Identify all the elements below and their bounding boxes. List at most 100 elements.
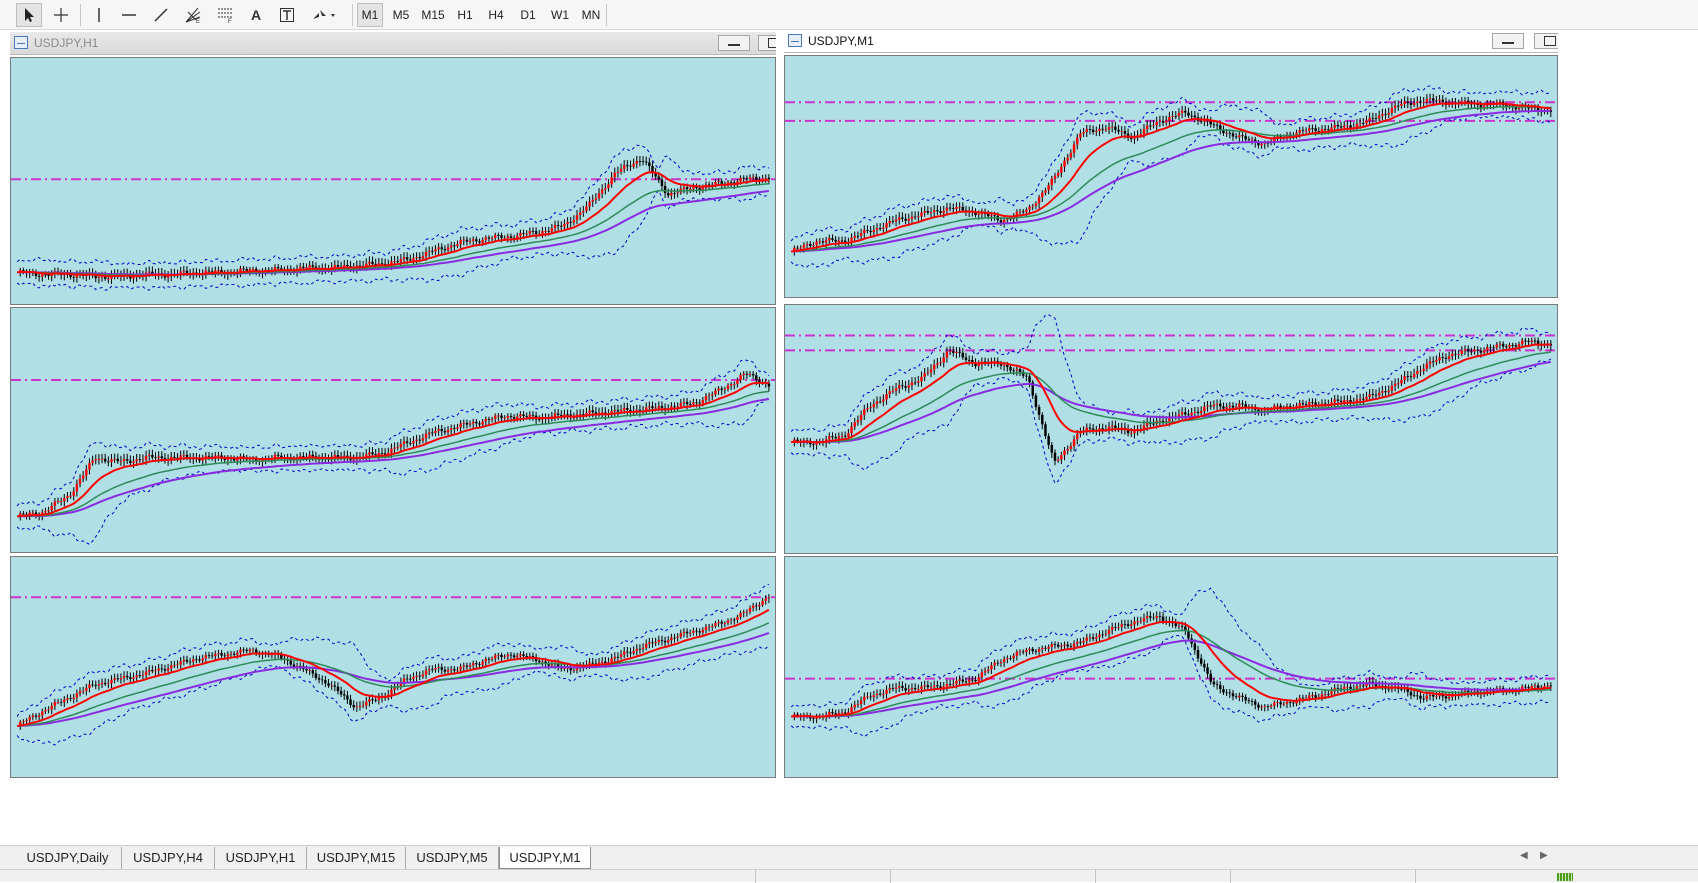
fibonacci-retracement-tool-button[interactable]: F: [212, 3, 238, 27]
chart-window-middle-right[interactable]: [784, 304, 1558, 554]
arrows-tool-button[interactable]: [306, 3, 342, 27]
timeframe-w1-button[interactable]: W1: [551, 8, 569, 22]
candle-body: [88, 462, 91, 470]
candle-body: [926, 685, 930, 688]
tab-usdjpy-m15[interactable]: USDJPY,M15: [307, 847, 406, 869]
candle-body: [1244, 696, 1247, 701]
tab-usdjpy-m5[interactable]: USDJPY,M5: [406, 847, 499, 869]
candle-body: [980, 672, 984, 678]
candle-body: [333, 685, 337, 687]
timeframe-mn-button[interactable]: MN: [581, 8, 601, 22]
candle-body: [396, 261, 399, 262]
restore-button[interactable]: [1534, 33, 1558, 49]
candle-body: [245, 269, 248, 271]
timeframe-m15-button[interactable]: M15: [421, 8, 445, 22]
window-titlebar[interactable]: USDJPY,H1: [10, 32, 776, 55]
text-label-tool-button[interactable]: [274, 3, 300, 27]
candle-body: [402, 441, 406, 444]
candle-body: [144, 455, 148, 460]
candle-body: [745, 373, 749, 375]
timeframe-m1-button[interactable]: M1: [357, 3, 383, 27]
candle-body: [78, 478, 82, 484]
candle-body: [503, 237, 506, 239]
candle-body: [1152, 617, 1155, 619]
candle-body: [1482, 350, 1486, 353]
fibonacci-fan-tool-button[interactable]: E: [180, 3, 206, 27]
candle-body: [1044, 424, 1047, 437]
vertical-line-tool-button[interactable]: [86, 3, 112, 27]
cursor-tool-button[interactable]: [16, 3, 42, 27]
tab-scroll-left-icon[interactable]: ◀: [1520, 850, 1528, 861]
candle-body: [758, 605, 761, 607]
candle-body: [214, 270, 217, 273]
candle-body: [129, 460, 132, 463]
candle-body: [50, 505, 53, 511]
candle-body: [1114, 126, 1117, 130]
candle-body: [1079, 133, 1082, 138]
candle-body: [591, 410, 594, 413]
window-titlebar[interactable]: USDJPY,M1: [784, 30, 1558, 53]
candle-body: [129, 677, 132, 679]
restore-button[interactable]: [758, 35, 776, 51]
chart-plot-area[interactable]: [784, 55, 1558, 298]
candle-body: [641, 647, 645, 650]
candle-body: [1149, 616, 1152, 618]
candle-body: [993, 215, 996, 217]
horizontal-line-tool-button[interactable]: [116, 3, 142, 27]
candle-body: [481, 661, 484, 665]
candle-body: [917, 216, 920, 218]
candle-body: [210, 271, 214, 273]
chart-window-bottom-left[interactable]: [10, 556, 776, 778]
candle-body: [613, 172, 616, 178]
chart-window-bottom-right[interactable]: [784, 556, 1558, 778]
candle-body: [1088, 637, 1092, 639]
candle-body: [651, 406, 654, 409]
candle-body: [490, 237, 494, 239]
candle-body: [837, 240, 841, 242]
tab-scroll-right-icon[interactable]: ▶: [1540, 850, 1548, 861]
candle-body: [1314, 128, 1317, 132]
chart-plot-area[interactable]: [10, 307, 776, 553]
chart-plot-area[interactable]: [784, 556, 1558, 778]
timeframe-h4-button[interactable]: H4: [488, 8, 504, 22]
candle-body: [657, 406, 661, 408]
chart-plot-area[interactable]: [10, 556, 776, 778]
candle-body: [663, 185, 667, 194]
chart-window-middle-left[interactable]: [10, 307, 776, 553]
candle-body: [302, 266, 305, 269]
candle-body: [298, 456, 302, 458]
chart-plot-area[interactable]: [10, 57, 776, 305]
candle-body: [582, 210, 585, 213]
timeframe-m5-button[interactable]: M5: [392, 8, 410, 22]
chart-window-usdjpy-m1[interactable]: USDJPY,M1: [784, 30, 1558, 298]
timeframe-h1-button[interactable]: H1: [457, 8, 473, 22]
candle-body: [1231, 405, 1235, 408]
tab-usdjpy-daily[interactable]: USDJPY,Daily: [14, 847, 122, 869]
crosshair-tool-button[interactable]: [48, 3, 74, 27]
candle-body: [56, 702, 60, 703]
candle-body: [1212, 404, 1216, 407]
trendline-tool-button[interactable]: [148, 3, 174, 27]
candle-body: [1187, 112, 1190, 116]
candle-body: [1301, 697, 1305, 699]
candle-body: [1279, 405, 1282, 409]
candle-body: [888, 688, 891, 690]
minimize-button[interactable]: [718, 35, 750, 51]
chart-window-usdjpy-h1[interactable]: USDJPY,H1: [10, 32, 776, 305]
tab-usdjpy-m1[interactable]: USDJPY,M1: [499, 847, 591, 869]
minimize-button[interactable]: [1492, 33, 1524, 49]
candle-body: [1438, 357, 1441, 361]
candle-body: [1403, 101, 1406, 105]
candle-body: [103, 458, 107, 462]
timeframe-d1-button[interactable]: D1: [520, 8, 536, 22]
candle-body: [1184, 412, 1187, 415]
candle-body: [1145, 422, 1149, 426]
text-tool-button[interactable]: A: [244, 3, 268, 27]
candle-body: [497, 415, 500, 417]
tab-usdjpy-h4[interactable]: USDJPY,H4: [122, 847, 215, 869]
tab-usdjpy-h1[interactable]: USDJPY,H1: [215, 847, 307, 869]
chart-plot-area[interactable]: [784, 304, 1558, 554]
candle-body: [1139, 621, 1143, 623]
candle-body: [500, 415, 503, 419]
candle-body: [1549, 685, 1553, 687]
